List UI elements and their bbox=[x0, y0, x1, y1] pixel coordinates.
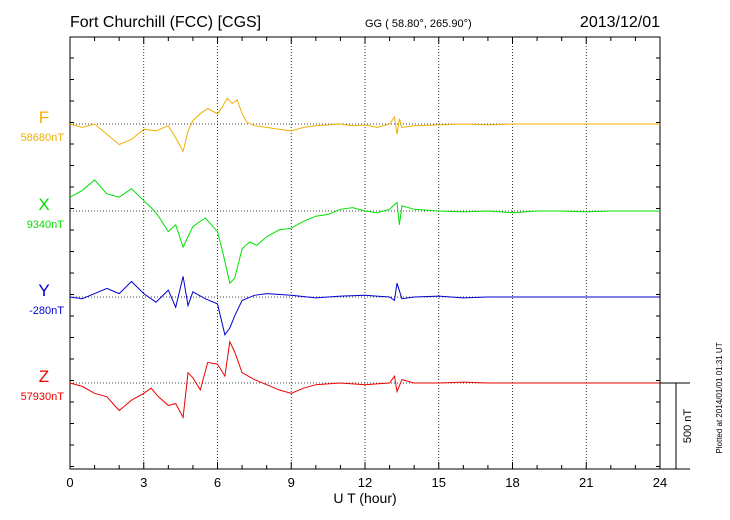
scale-bar: 500 nT bbox=[660, 382, 694, 470]
trace-baseline-value-x: 9340nT bbox=[27, 219, 65, 231]
station-title: Fort Churchill (FCC) [CGS] bbox=[70, 14, 261, 31]
x-tick-label: 24 bbox=[653, 475, 667, 490]
trace-name-x: X bbox=[38, 195, 49, 214]
x-tick-label: 0 bbox=[66, 475, 73, 490]
trace-z bbox=[69, 339, 660, 420]
trace-y bbox=[69, 276, 660, 336]
trace-baseline-value-z: 57930nT bbox=[21, 391, 65, 403]
x-tick-label: 15 bbox=[432, 475, 446, 490]
plot-timestamp-note: Plotted at 2014/01/01 01:31 UT bbox=[715, 342, 724, 453]
x-tick-labels: 0 3 6 9 12 15 18 21 24 bbox=[66, 475, 667, 490]
trace-name-f: F bbox=[39, 108, 49, 127]
station-coordinates: GG ( 58.80°, 265.90°) bbox=[365, 18, 472, 30]
trace-baseline-value-y: -280nT bbox=[29, 305, 64, 317]
trace-lines bbox=[69, 97, 660, 420]
trace-name-z: Z bbox=[39, 367, 49, 386]
trace-labels: F 58680nT X 9340nT Y -280nT Z 57930nT bbox=[21, 108, 65, 403]
scale-bar-label: 500 nT bbox=[682, 409, 694, 444]
trace-x bbox=[69, 179, 660, 285]
x-tick-label: 3 bbox=[140, 475, 147, 490]
plot-date: 2013/12/01 bbox=[580, 14, 660, 31]
axis-ticks bbox=[69, 37, 661, 469]
vertical-grid bbox=[143, 37, 587, 469]
x-tick-label: 6 bbox=[214, 475, 221, 490]
x-tick-label: 12 bbox=[358, 475, 372, 490]
trace-f bbox=[69, 97, 660, 153]
x-tick-label: 9 bbox=[288, 475, 295, 490]
x-axis-label: U T (hour) bbox=[333, 490, 396, 506]
x-tick-label: 18 bbox=[505, 475, 519, 490]
x-tick-label: 21 bbox=[579, 475, 593, 490]
trace-name-y: Y bbox=[38, 281, 49, 300]
trace-baseline-value-f: 58680nT bbox=[21, 132, 65, 144]
